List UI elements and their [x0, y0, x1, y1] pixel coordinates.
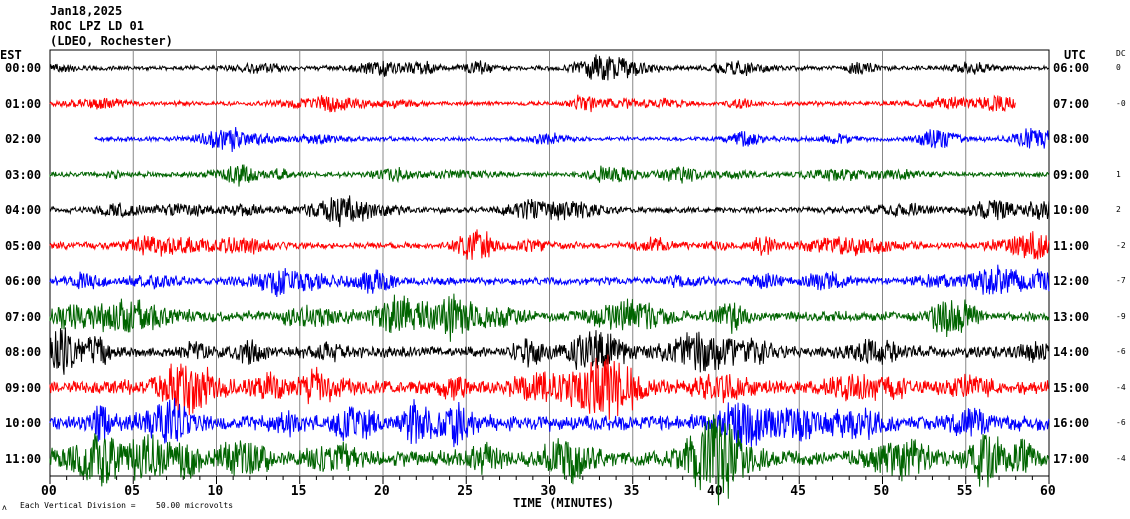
utc-label: 07:00 — [1053, 96, 1090, 111]
est-label: 10:00 — [5, 416, 42, 430]
trace-0100 — [49, 94, 1016, 113]
x-tick-label: 25 — [457, 484, 473, 499]
trace-1100 — [49, 414, 1050, 506]
est-label: 05:00 — [5, 238, 42, 253]
trace-0000 — [49, 54, 1050, 81]
est-label: 04:00 — [5, 203, 42, 217]
x-tick-label: 20 — [374, 484, 390, 499]
est-label: 03:00 — [5, 167, 42, 182]
trace-0700 — [49, 293, 1050, 342]
est-axis-title: EST — [0, 48, 22, 62]
utc-label: 15:00 — [1053, 380, 1090, 395]
est-label: 07:00 — [5, 309, 42, 324]
utc-label: 13:00 — [1053, 309, 1090, 324]
utc-axis-title: UTC — [1064, 48, 1086, 62]
utc-label: 14:00 — [1053, 345, 1090, 359]
x-tick-label: 05 — [124, 484, 140, 499]
est-label: 11:00 — [5, 451, 42, 466]
trace-0600 — [49, 264, 1050, 298]
est-label: 00:00 — [5, 61, 42, 75]
dc-title: DC — [1116, 49, 1126, 58]
x-tick-label: 50 — [873, 484, 890, 499]
utc-label: 16:00 — [1053, 416, 1090, 430]
utc-label: 17:00 — [1053, 451, 1090, 466]
est-label: 02:00 — [5, 132, 42, 146]
x-tick-label: 15 — [290, 484, 307, 499]
scale-label: Each Vertical Division = — [20, 501, 136, 510]
trace-0900 — [49, 354, 1050, 420]
x-tick-label: 30 — [540, 484, 557, 499]
dc-offset: -4 — [1116, 453, 1126, 463]
dc-offset: -2 — [1116, 240, 1126, 250]
dc-offset: -6 — [1116, 418, 1126, 427]
trace-1000 — [49, 397, 1050, 449]
station-label: ROC LPZ LD 01 — [50, 19, 144, 33]
dc-offset: -7 — [1116, 276, 1126, 285]
footer-mark: ʌ — [2, 503, 7, 512]
dc-offset: 2 — [1116, 205, 1121, 214]
x-tick-label: 35 — [623, 484, 640, 499]
est-label: 06:00 — [5, 274, 42, 288]
dc-offset: -9 — [1116, 311, 1126, 321]
utc-label: 12:00 — [1053, 274, 1090, 288]
network-label: (LDEO, Rochester) — [50, 34, 173, 48]
x-tick-label: 10 — [207, 484, 224, 499]
dc-offset: -4 — [1116, 382, 1126, 392]
x-tick-label: 55 — [956, 484, 973, 499]
x-tick-label: 00 — [41, 484, 57, 499]
dc-offset: -6 — [1116, 347, 1126, 356]
x-tick-label: 45 — [790, 484, 806, 499]
est-label: 01:00 — [5, 96, 42, 111]
x-tick-label: 60 — [1040, 484, 1056, 499]
est-label: 09:00 — [5, 380, 42, 395]
trace-0800 — [49, 327, 1050, 375]
trace-0500 — [49, 229, 1050, 260]
trace-0400 — [49, 195, 1050, 228]
utc-label: 10:00 — [1053, 203, 1090, 217]
utc-label: 06:00 — [1053, 61, 1090, 75]
dc-offset: -0 — [1116, 98, 1126, 108]
utc-label: 11:00 — [1053, 238, 1090, 253]
utc-label: 09:00 — [1053, 167, 1090, 182]
dc-offset: 0 — [1116, 63, 1121, 72]
scale-value: 50.00 microvolts — [156, 501, 234, 510]
est-label: 08:00 — [5, 345, 42, 359]
utc-label: 08:00 — [1053, 132, 1090, 146]
dc-offset: 1 — [1116, 169, 1121, 179]
trace-0300 — [49, 164, 1050, 187]
trace-0200 — [94, 126, 1049, 153]
date-label: Jan18,2025 — [50, 4, 123, 18]
x-axis-label: TIME (MINUTES) — [513, 496, 615, 510]
